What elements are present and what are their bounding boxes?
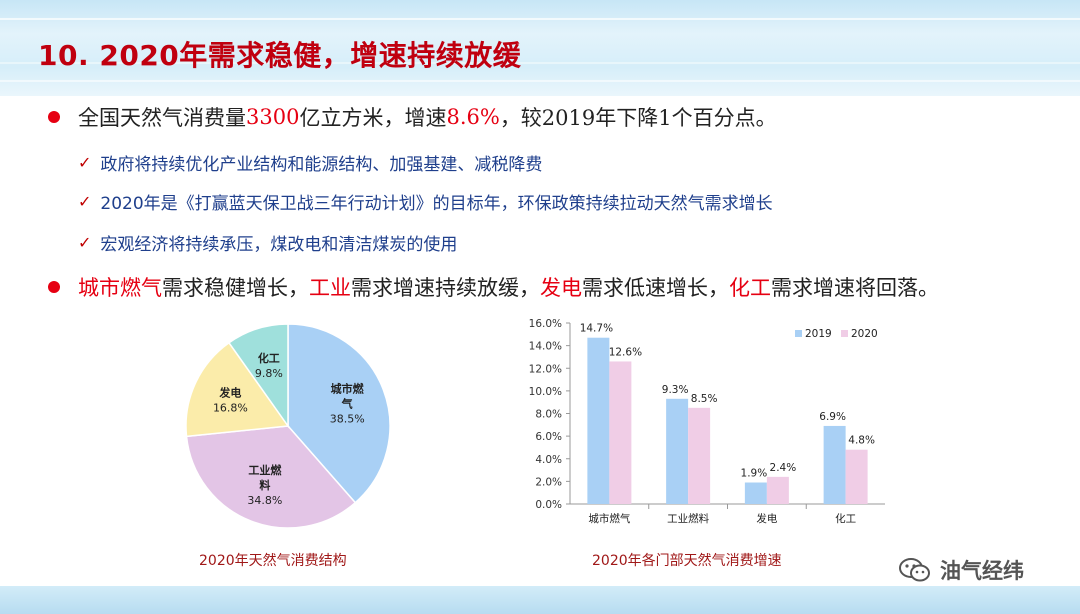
bar-data-label: 1.9% xyxy=(741,468,768,480)
slide-title: 10. 2020年需求稳健，增速持续放缓 xyxy=(38,39,522,72)
pie-slice-percent: 16.8% xyxy=(213,401,248,414)
consumption-volume: 3300 xyxy=(246,105,300,129)
legend-label: 2020 xyxy=(851,328,878,340)
bullet1-pre: 全国天然气消费量 xyxy=(78,106,246,130)
bar-data-label: 14.7% xyxy=(580,323,613,335)
growth-rate: 8.6% xyxy=(446,105,500,129)
pie-slice-power xyxy=(185,341,290,438)
bullet2-text: 需求稳健增长， xyxy=(162,276,309,300)
watermark-text: 油气经纬 xyxy=(940,559,1024,583)
bullet-sectors: 城市燃气 需求稳健增长， 工业 需求增速持续放缓， 发电 需求低速增长， 化工 需求增速将回落… xyxy=(48,272,939,302)
check-item: ✓ 政府将持续优化产业结构和能源结构、加强基建、减税降费 xyxy=(78,150,542,175)
pie-slice-percent: 9.8% xyxy=(255,367,283,380)
legend-swatch xyxy=(795,330,802,337)
bar-chart: 0.0% 2.0% 4.0% 6.0% 8.0% 10.0% 12.0% 14.0% 16.0%… xyxy=(529,318,885,525)
bullet2-text: 需求低速增长， xyxy=(582,276,729,300)
y-tick-label: 6.0% xyxy=(535,431,562,443)
legend-swatch xyxy=(841,330,848,337)
x-tick-label: 城市燃气 xyxy=(588,512,630,525)
pie-slice-label: 化工 xyxy=(258,351,280,365)
header-band xyxy=(0,0,1080,96)
pie-slice-label: 料 xyxy=(259,478,270,492)
bar-data-label: 12.6% xyxy=(609,346,642,358)
bullet-consumption: 全国天然气消费量 3300 亿立方米，增速 8.6% ，较2019年下降1个百分点。 xyxy=(48,102,777,132)
sector-power: 发电 xyxy=(540,276,582,300)
pie-slice-label: 发电 xyxy=(218,385,241,399)
pie-slice-chemical xyxy=(227,323,289,429)
bar-2019 xyxy=(744,482,767,504)
y-tick-label: 12.0% xyxy=(529,363,562,375)
pie-slice-city-gas xyxy=(287,323,391,504)
check-text: 宏观经济将持续承压，煤改电和清洁煤炭的使用 xyxy=(100,235,458,255)
pie-chart-title: 2020年天然气消费结构 xyxy=(199,553,347,569)
wechat-icon xyxy=(899,558,930,582)
sector-city-gas: 城市燃气 xyxy=(78,276,162,300)
bullet2-text: 需求增速将回落。 xyxy=(771,276,939,300)
bar-2020 xyxy=(845,449,868,504)
bar-data-label: 4.8% xyxy=(848,435,875,447)
pie-slice-percent: 34.8% xyxy=(247,494,282,507)
pie-slice-label: 城市燃 xyxy=(331,382,365,396)
checkmark-icon: ✓ xyxy=(78,153,92,172)
y-tick-label: 4.0% xyxy=(535,454,562,466)
watermark: 油气经纬 xyxy=(898,555,1024,585)
sector-chemical: 化工 xyxy=(729,276,771,300)
check-item: ✓ 宏观经济将持续承压，煤改电和清洁煤炭的使用 xyxy=(78,230,457,255)
pie-slice-industry xyxy=(185,425,357,529)
bar-data-label: 9.3% xyxy=(662,384,689,396)
pie-chart: 城市燃气 38.5% 工业燃料 34.8% 发电 16.8% 化工 9.8% xyxy=(185,323,391,529)
pie-slice-label: 工业燃 xyxy=(248,463,282,477)
pie-slice-label: 气 xyxy=(341,397,353,411)
bar-data-label: 2.4% xyxy=(770,462,797,474)
bar-2019 xyxy=(823,425,846,504)
check-item: ✓ 2020年是《打赢蓝天保卫战三年行动计划》的目标年，环保政策持续拉动天然气需… xyxy=(78,189,773,214)
x-tick-label: 工业燃料 xyxy=(667,512,709,525)
bar-2020 xyxy=(766,476,789,504)
bullet1-post: ，较2019年下降1个百分点。 xyxy=(499,106,777,130)
bar-2019 xyxy=(666,398,689,504)
bar-chart-title: 2020年各门部天然气消费增速 xyxy=(592,553,782,569)
y-tick-label: 8.0% xyxy=(535,409,562,421)
bar-data-label: 8.5% xyxy=(691,393,718,405)
checkmark-icon: ✓ xyxy=(78,192,92,211)
bullet2-text: 需求增速持续放缓， xyxy=(351,276,540,300)
x-tick-label: 化工 xyxy=(835,512,856,525)
bar-data-label: 6.9% xyxy=(819,411,846,423)
bullet-dot-icon xyxy=(48,111,60,123)
pie-slice-percent: 38.5% xyxy=(330,413,365,426)
bullet1-mid: 亿立方米，增速 xyxy=(299,106,447,130)
check-text: 政府将持续优化产业结构和能源结构、加强基建、减税降费 xyxy=(100,155,543,175)
bar-2019 xyxy=(587,337,610,504)
legend-label: 2019 xyxy=(805,328,832,340)
bar-2020 xyxy=(688,407,711,504)
sector-industry: 工业 xyxy=(309,276,351,300)
y-tick-label: 10.0% xyxy=(529,386,562,398)
footer-band xyxy=(0,586,1080,614)
y-tick-label: 0.0% xyxy=(535,499,562,511)
y-tick-label: 14.0% xyxy=(529,341,562,353)
bullet-dot-icon xyxy=(48,281,60,293)
check-text: 2020年是《打赢蓝天保卫战三年行动计划》的目标年，环保政策持续拉动天然气需求增… xyxy=(100,194,773,214)
y-tick-label: 16.0% xyxy=(529,318,562,330)
x-tick-label: 发电 xyxy=(756,512,777,525)
bar-2020 xyxy=(609,361,632,504)
y-tick-label: 2.0% xyxy=(535,476,562,488)
checkmark-icon: ✓ xyxy=(78,233,92,252)
